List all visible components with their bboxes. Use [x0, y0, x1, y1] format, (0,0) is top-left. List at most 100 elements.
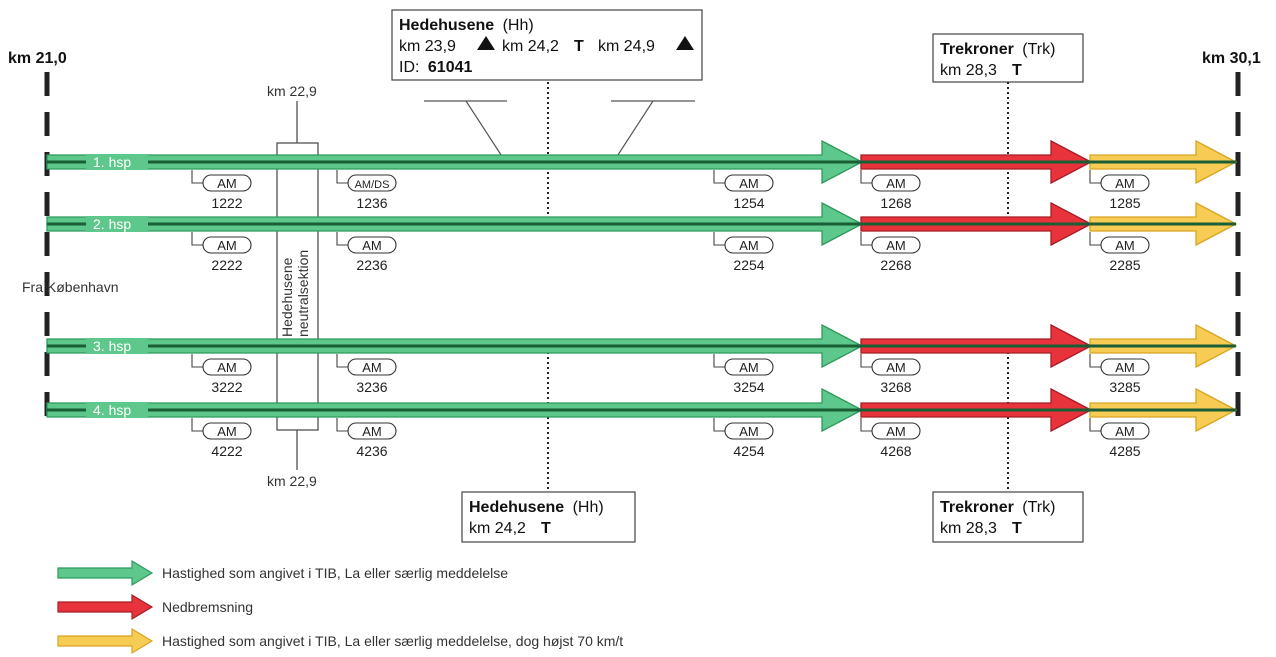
am-number: 2254 [733, 257, 764, 273]
station-title: Trekroner (Trk) [940, 41, 1055, 58]
station-km: km 28,3 [940, 520, 997, 537]
am-label: AM [739, 424, 759, 439]
am-bracket [1089, 170, 1101, 184]
am-number: 4222 [211, 443, 242, 459]
am-bracket [336, 170, 348, 184]
am-number: 1268 [880, 195, 911, 211]
am-pill [347, 358, 397, 376]
am-number: 3222 [211, 379, 242, 395]
station-box [461, 491, 636, 543]
am-bracket [191, 354, 203, 368]
am-pill [871, 174, 921, 192]
am-bracket [191, 232, 203, 246]
am-number: 1222 [211, 195, 242, 211]
am-number: 3254 [733, 379, 764, 395]
am-number: 2222 [211, 257, 242, 273]
am-marker: AM 2222 [191, 232, 252, 273]
legend: Hastighed som angivet i TIB, La eller sæ… [57, 559, 623, 655]
am-number: 4285 [1109, 443, 1140, 459]
km-end-label: km 30,1 [1202, 50, 1261, 67]
am-marker: AM 3236 [336, 354, 397, 395]
am-pill [1100, 174, 1150, 192]
am-bracket [713, 232, 725, 246]
am-bracket [336, 418, 348, 432]
legend-text: Hastighed som angivet i TIB, La eller sæ… [162, 565, 508, 581]
am-label: AM [1115, 424, 1135, 439]
am-marker: AM 3285 [1089, 354, 1150, 395]
station-title: Hedehusene (Hh) [399, 17, 534, 34]
legend-text: Nedbremsning [162, 599, 253, 615]
am-pill [724, 174, 774, 192]
am-bracket [336, 354, 348, 368]
triangle-icon [477, 36, 495, 50]
neutral-label-line1: Hedehusene [279, 257, 295, 337]
am-pill [871, 358, 921, 376]
am-label: AM [886, 424, 906, 439]
station-km: km 28,3 [940, 62, 997, 79]
am-label: AM [1115, 176, 1135, 191]
am-marker: AM 4222 [191, 418, 252, 459]
am-label: AM [886, 360, 906, 375]
am-label: AM [217, 238, 237, 253]
legend-arrow-icon [57, 627, 154, 655]
am-label: AM [886, 238, 906, 253]
track-label: 3. hsp [93, 338, 131, 354]
station-id-value: 61041 [428, 59, 473, 76]
track-label: 1. hsp [93, 154, 131, 170]
am-label: AM [217, 176, 237, 191]
station-title: Trekroner (Trk) [940, 499, 1055, 516]
station-km-c: km 24,9 [598, 38, 655, 55]
legend-item-red: Nedbremsning [57, 593, 253, 621]
am-bracket [860, 418, 872, 432]
legend-text: Hastighed som angivet i TIB, La eller sæ… [162, 633, 623, 649]
am-number: 2268 [880, 257, 911, 273]
am-number: 3236 [356, 379, 387, 395]
am-marker: AM 3254 [713, 354, 774, 395]
station-name: Hedehusene [469, 499, 564, 516]
am-bracket [713, 418, 725, 432]
station-km-suffix: T [541, 520, 551, 537]
am-bracket [1089, 232, 1101, 246]
track-2: 2. hsp AM 2222 AM 2236 AM 2254 AM 2268 AM 2285 [46, 201, 1238, 273]
station-abbr: (Trk) [1022, 499, 1055, 516]
legend-arrow-icon [57, 593, 154, 621]
platform-leader [465, 100, 506, 162]
am-pill [871, 236, 921, 254]
am-pill [724, 358, 774, 376]
am-pill [871, 422, 921, 440]
station-name: Trekroner [940, 41, 1014, 58]
am-number: 4236 [356, 443, 387, 459]
am-number: 1285 [1109, 195, 1140, 211]
am-label: AM [362, 360, 382, 375]
neutral-km-bottom: km 22,9 [267, 473, 317, 489]
am-number: 3285 [1109, 379, 1140, 395]
am-marker: AM 4236 [336, 418, 397, 459]
am-label: AM [739, 360, 759, 375]
am-bracket [860, 232, 872, 246]
triangle-icon [676, 36, 694, 50]
station-abbr: (Trk) [1022, 41, 1055, 58]
am-pill [347, 236, 397, 254]
station-km-a: km 23,9 [399, 38, 456, 55]
am-marker: AM 1285 [1089, 170, 1150, 211]
station-hedehusene-top: Hedehusene (Hh) km 23,9 km 24,2 T km 24,… [391, 9, 703, 81]
am-pill [1100, 236, 1150, 254]
am-bracket [713, 354, 725, 368]
station-hedehusene-bottom: Hedehusene (Hh) km 24,2 T [461, 491, 636, 543]
legend-item-yellow: Hastighed som angivet i TIB, La eller sæ… [57, 627, 623, 655]
am-bracket [191, 418, 203, 432]
station-trekroner-top: Trekroner (Trk) km 28,3 T [932, 33, 1084, 83]
station-abbr: (Hh) [573, 499, 604, 516]
station-km-b-suffix: T [574, 38, 584, 55]
origin-label: Fra København [22, 279, 119, 295]
am-marker: AM 3222 [191, 354, 252, 395]
neutral-label-line2: neutralsektion [295, 250, 311, 337]
am-bracket [191, 170, 203, 184]
neutral-section-label: Hedehusene neutralsektion [279, 250, 311, 337]
km-start-label: km 21,0 [8, 50, 67, 67]
am-marker: AM 2236 [336, 232, 397, 273]
am-label: AM [1115, 360, 1135, 375]
track-4: 4. hsp AM 4222 AM 4236 AM 4254 AM 4268 AM 4285 [46, 387, 1238, 459]
am-pill [347, 422, 397, 440]
